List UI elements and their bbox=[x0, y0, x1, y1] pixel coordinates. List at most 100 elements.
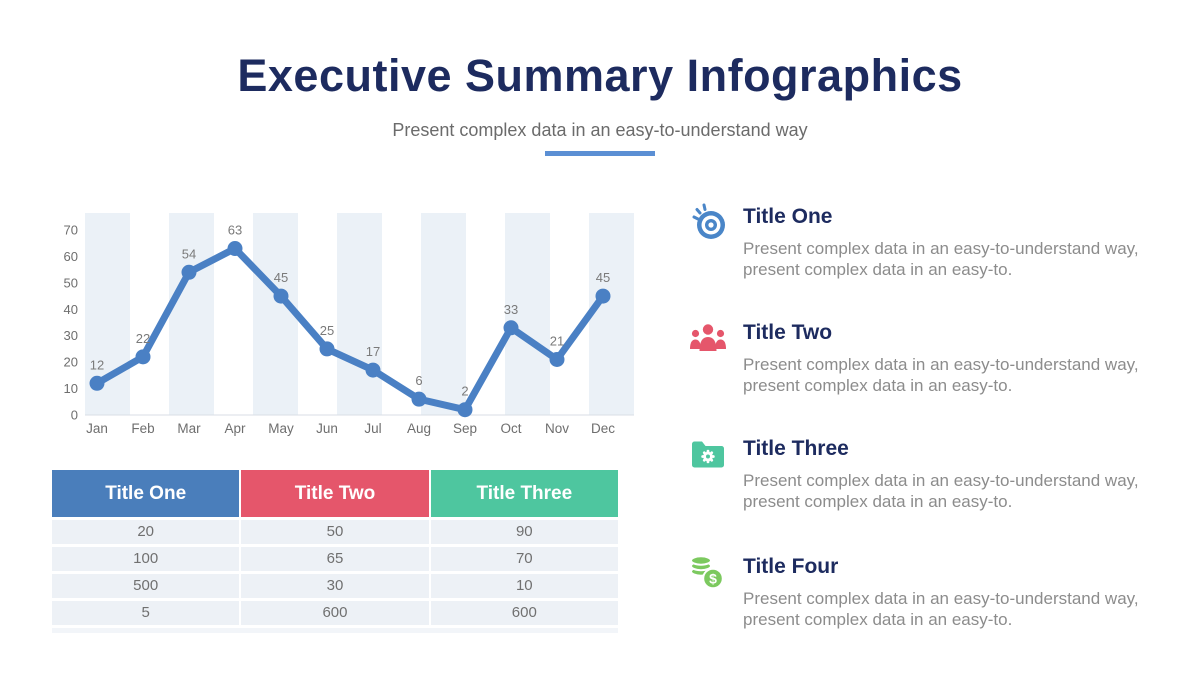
data-point-label: 22 bbox=[136, 331, 150, 346]
y-tick-label: 10 bbox=[64, 381, 78, 396]
item-description: Present complex data in an easy-to-under… bbox=[743, 355, 1139, 395]
x-tick-label: Nov bbox=[545, 421, 569, 436]
page-title: Executive Summary Infographics bbox=[237, 50, 963, 101]
line-chart: 0 10 20 30 40 50 60 70 12 Jan 22 Feb 54 Mar 63 Apr 45 May… bbox=[64, 213, 634, 436]
y-tick-label: 70 bbox=[64, 223, 78, 238]
data-point bbox=[227, 241, 243, 256]
data-point bbox=[319, 341, 335, 357]
divider bbox=[545, 151, 655, 156]
data-point bbox=[411, 391, 427, 407]
x-tick-label: Jul bbox=[364, 421, 381, 436]
data-point bbox=[549, 352, 565, 367]
x-tick-label: Feb bbox=[131, 421, 154, 436]
data-point-label: 45 bbox=[596, 270, 610, 285]
x-tick-label: Oct bbox=[500, 421, 521, 436]
summary-item: $ Title Four Present complex data in an ea… bbox=[688, 555, 1141, 630]
item-description: Present complex data in an easy-to-under… bbox=[743, 471, 1139, 511]
item-body: Title One Present complex data in an easy… bbox=[743, 205, 1141, 280]
chart-stripe bbox=[421, 213, 466, 415]
summary-items: Title One Present complex data in an easy… bbox=[688, 203, 1150, 645]
data-point bbox=[135, 349, 151, 365]
table-cell: 10 bbox=[430, 574, 618, 598]
data-point bbox=[503, 320, 519, 336]
chart-stripe bbox=[253, 213, 298, 415]
data-point bbox=[273, 288, 289, 304]
y-tick-label: 20 bbox=[64, 355, 78, 370]
item-title: Title One bbox=[743, 205, 833, 228]
table-cell: 50 bbox=[241, 520, 429, 544]
chart-stripe bbox=[505, 213, 550, 415]
item-body: Title Three Present complex data in an ea… bbox=[743, 437, 1141, 512]
item-body: Title Two Present complex data in an easy… bbox=[743, 321, 1141, 396]
item-title: Title Two bbox=[743, 321, 833, 344]
x-tick-label: Jan bbox=[86, 421, 108, 436]
x-tick-label: Sep bbox=[453, 421, 477, 436]
folder-gear-icon bbox=[688, 435, 728, 475]
data-point-label: 2 bbox=[461, 384, 468, 399]
item-title: Title Four bbox=[743, 555, 839, 578]
x-tick-label: Mar bbox=[177, 421, 201, 436]
data-point-label: 6 bbox=[415, 373, 422, 388]
summary-item: Title Three Present complex data in an ea… bbox=[688, 437, 1141, 512]
summary-item: Title One Present complex data in an easy… bbox=[688, 203, 1141, 280]
data-point-label: 17 bbox=[366, 344, 380, 359]
x-tick-label: Dec bbox=[591, 421, 615, 436]
table-header-cell: Title One bbox=[52, 470, 240, 517]
y-tick-label: 30 bbox=[64, 328, 78, 343]
data-line bbox=[93, 245, 607, 414]
item-body: Title Four Present complex data in an eas… bbox=[743, 555, 1141, 630]
item-description: Present complex data in an easy-to-under… bbox=[743, 239, 1139, 279]
y-tick-label: 60 bbox=[64, 249, 78, 264]
table-cell: 600 bbox=[430, 601, 618, 625]
svg-text:$: $ bbox=[709, 571, 717, 587]
table-cell: 65 bbox=[241, 547, 429, 571]
data-point-label: 25 bbox=[320, 323, 334, 338]
table-cell: 5 bbox=[52, 601, 240, 625]
page-subtitle: Present complex data in an easy-to-under… bbox=[392, 120, 808, 140]
x-tick-label: Aug bbox=[407, 421, 431, 436]
table-row: 100 65 70 bbox=[52, 544, 618, 571]
item-title: Title Three bbox=[743, 437, 849, 460]
summary-item: Title Two Present complex data in an easy… bbox=[688, 321, 1141, 396]
data-point bbox=[365, 362, 381, 378]
table-cell: 30 bbox=[241, 574, 429, 598]
chart-stripe bbox=[589, 213, 634, 415]
x-tick-label: Apr bbox=[224, 421, 246, 436]
table-cell: 70 bbox=[430, 547, 618, 571]
x-tick-label: May bbox=[268, 421, 294, 436]
data-point bbox=[89, 375, 105, 391]
x-tick-label: Jun bbox=[316, 421, 338, 436]
table-cell: 500 bbox=[52, 574, 240, 598]
team-icon bbox=[688, 319, 728, 359]
table-cell: 600 bbox=[241, 601, 429, 625]
data-point-label: 33 bbox=[504, 302, 518, 317]
chart-stripe bbox=[169, 213, 214, 415]
data-point-label: 12 bbox=[90, 357, 104, 372]
data-point-label: 21 bbox=[550, 334, 564, 349]
table-row: 5 600 600 bbox=[52, 598, 618, 625]
table-row: 20 50 90 bbox=[52, 517, 618, 544]
data-point-label: 54 bbox=[182, 246, 196, 261]
table-header-cell: Title Three bbox=[430, 470, 618, 517]
table-row: 500 30 10 bbox=[52, 571, 618, 598]
y-tick-label: 40 bbox=[64, 302, 78, 317]
data-point bbox=[595, 288, 611, 304]
y-tick-label: 50 bbox=[64, 275, 78, 290]
table-cell: 100 bbox=[52, 547, 240, 571]
data-point-label: 45 bbox=[274, 270, 288, 285]
table-header-row: Title One Title Two Title Three bbox=[52, 470, 618, 517]
table-cell: 20 bbox=[52, 520, 240, 544]
chart-stripe bbox=[337, 213, 382, 415]
data-point bbox=[457, 402, 473, 418]
target-icon bbox=[688, 203, 728, 243]
table-cell: 90 bbox=[430, 520, 618, 544]
coins-icon: $ bbox=[688, 553, 728, 593]
data-point-label: 63 bbox=[228, 223, 242, 238]
table-bottom-strip bbox=[52, 628, 618, 633]
item-description: Present complex data in an easy-to-under… bbox=[743, 589, 1139, 629]
data-point bbox=[181, 264, 197, 280]
table-header-cell: Title Two bbox=[241, 470, 429, 517]
data-table: Title One Title Two Title Three 20 50 90 100 65… bbox=[52, 470, 618, 633]
y-tick-label: 0 bbox=[71, 408, 78, 423]
